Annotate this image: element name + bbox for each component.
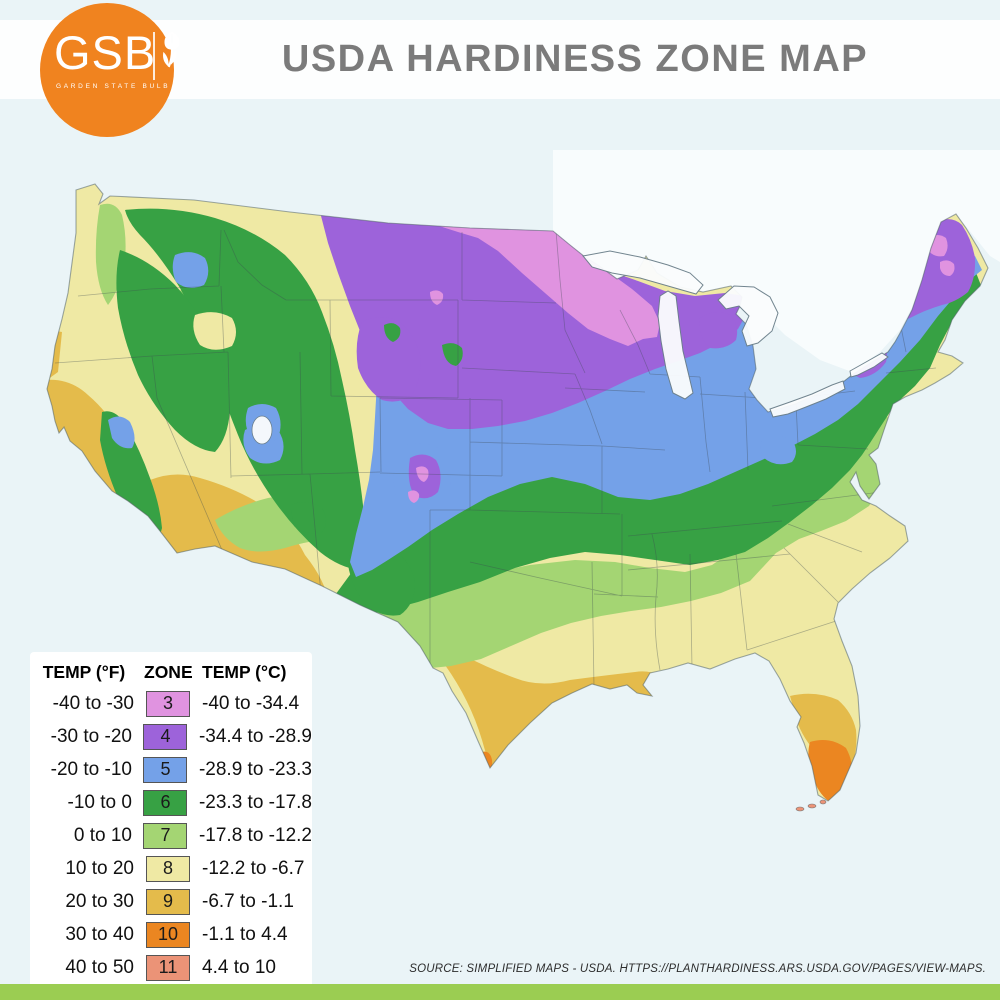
legend-header-row: TEMP (°F) ZONE TEMP (°C)	[34, 659, 312, 685]
canada-water-backdrop	[553, 150, 1000, 372]
legend-header-zone: ZONE	[144, 661, 193, 682]
legend-temp-c: -23.3 to -17.8	[198, 791, 312, 813]
legend-zone-swatch: 11	[146, 954, 190, 981]
legend-zone-swatch: 8	[146, 855, 190, 882]
bottom-accent-bar	[0, 984, 1000, 1000]
tulip-icon	[163, 31, 180, 68]
zone-3-region	[408, 225, 955, 503]
zone-legend: TEMP (°F) ZONE TEMP (°C) -40 to -30 3 -4…	[30, 652, 312, 988]
state-borders	[54, 229, 937, 689]
legend-rows: -40 to -30 3 -40 to -34.4 -30 to -20 4 -…	[34, 687, 312, 984]
logo-name: GARDEN STATE BULB	[56, 83, 171, 90]
legend-zone-swatch: 9	[146, 888, 190, 915]
legend-zone-swatch: 3	[146, 690, 190, 717]
legend-row: 0 to 10 7 -17.8 to -12.2	[34, 819, 312, 852]
legend-temp-c: -12.2 to -6.7	[202, 857, 305, 879]
legend-header-temp-f: TEMP (°F)	[42, 661, 126, 682]
legend-temp-f: 10 to 20	[65, 857, 134, 879]
legend-temp-c: -40 to -34.4	[202, 692, 300, 714]
legend-row: -40 to -30 3 -40 to -34.4	[34, 687, 312, 720]
lake-michigan	[657, 290, 694, 400]
legend-temp-f: 40 to 50	[65, 956, 134, 978]
legend-temp-f: -30 to -20	[50, 725, 132, 747]
legend-temp-f: -20 to -10	[50, 758, 132, 780]
legend-temp-c: -17.8 to -12.2	[198, 824, 312, 846]
page-title: USDA HARDINESS ZONE MAP	[281, 38, 869, 80]
legend-row: 10 to 20 8 -12.2 to -6.7	[34, 852, 312, 885]
source-attribution: SOURCE: SIMPLIFIED MAPS - USDA. HTTPS://…	[409, 963, 986, 975]
legend-row: -30 to -20 4 -34.4 to -28.9	[34, 720, 312, 753]
legend-zone-swatch: 10	[146, 921, 190, 948]
legend-zone-swatch: 4	[143, 723, 188, 750]
legend-row: 30 to 40 10 -1.1 to 4.4	[34, 918, 312, 951]
legend-temp-f: -10 to 0	[67, 791, 132, 813]
legend-header-temp-c: TEMP (°C)	[202, 661, 287, 682]
logo-abbr: GSB	[54, 26, 157, 79]
legend-temp-c: 4.4 to 10	[202, 956, 276, 978]
lake-erie	[769, 380, 846, 418]
legend-row: 40 to 50 11 4.4 to 10	[34, 951, 312, 984]
legend-temp-c: -6.7 to -1.1	[202, 890, 294, 912]
lake-huron	[717, 285, 779, 347]
legend-row: -10 to 0 6 -23.3 to -17.8	[34, 786, 312, 819]
gsb-logo: GSB GARDEN STATE BULB	[40, 3, 180, 137]
legend-row: -20 to -10 5 -28.9 to -23.3	[34, 753, 312, 786]
legend-zone-swatch: 5	[143, 756, 188, 783]
legend-temp-f: -40 to -30	[52, 692, 134, 714]
legend-temp-c: -28.9 to -23.3	[198, 758, 312, 780]
great-salt-lake	[251, 415, 273, 445]
legend-row: 20 to 30 9 -6.7 to -1.1	[34, 885, 312, 918]
logo-divider	[153, 32, 155, 80]
legend-zone-swatch: 7	[143, 822, 188, 849]
florida-keys	[795, 799, 827, 812]
legend-temp-f: 30 to 40	[65, 923, 134, 945]
legend-temp-f: 0 to 10	[73, 824, 132, 846]
lake-superior	[582, 250, 704, 295]
great-lakes	[582, 250, 889, 418]
legend-temp-c: -1.1 to 4.4	[202, 923, 288, 945]
legend-zone-swatch: 6	[143, 789, 188, 816]
zone-6-region	[100, 208, 982, 628]
legend-temp-f: 20 to 30	[65, 890, 134, 912]
mountain-green-patches	[193, 312, 463, 366]
legend-temp-c: -34.4 to -28.9	[198, 725, 312, 747]
lake-ontario	[849, 352, 889, 378]
